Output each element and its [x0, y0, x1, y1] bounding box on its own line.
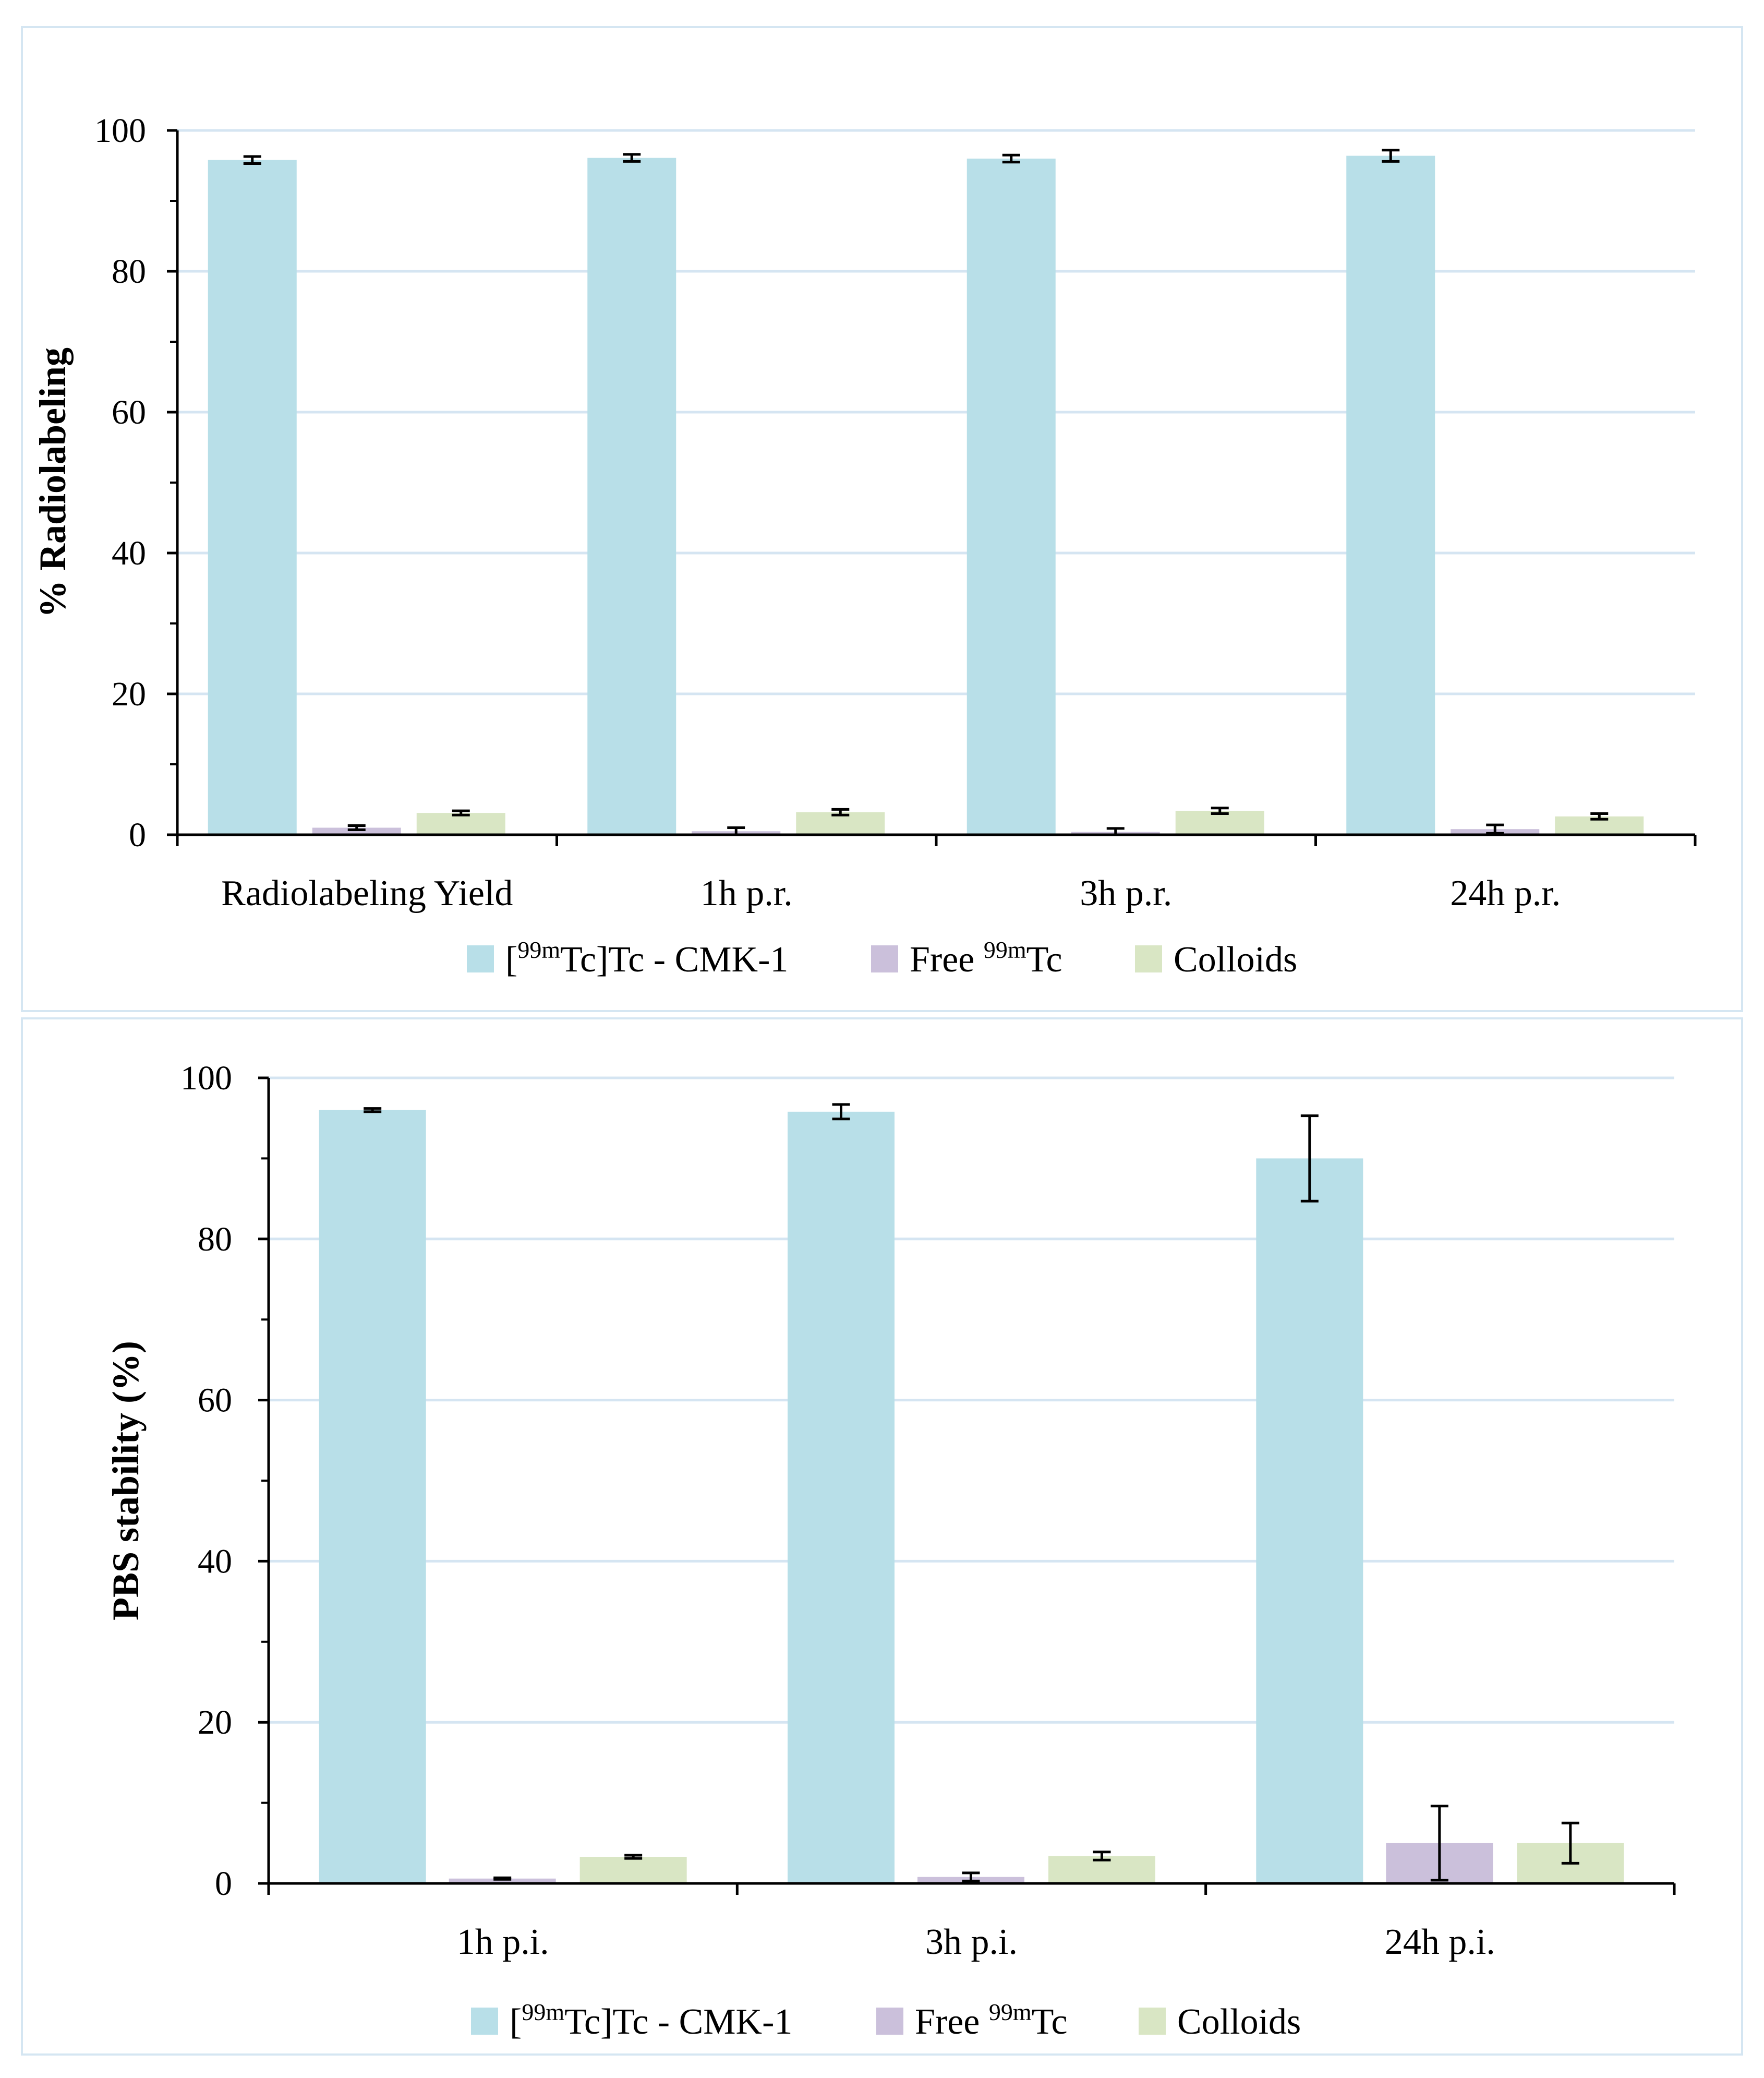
y-tick-label: 40 [198, 1542, 232, 1580]
legend-label: Colloids [1174, 940, 1297, 980]
bar [579, 1857, 687, 1883]
y-axis-title: % Radiolabeling [32, 347, 74, 618]
y-tick-label: 60 [112, 393, 146, 431]
legend-swatch [871, 945, 898, 972]
y-tick-label: 20 [198, 1703, 232, 1741]
x-category-label: 1h p.r. [700, 873, 793, 914]
legend-swatch [1135, 945, 1162, 972]
y-tick-label: 0 [215, 1865, 232, 1903]
legend-swatch [471, 2008, 498, 2035]
chart-1: 0 20 40 60 80 100 Radiolabeling Yield 1h p.r. 3h… [32, 112, 1697, 980]
legend-label: [99mTc]Tc - CMK-1 [510, 1999, 792, 2042]
bar [312, 827, 401, 835]
y-tick-label: 100 [180, 1059, 232, 1097]
chart-2: 0 20 40 60 80 100 1h p.i. 3h p.i. 24h p.i. PBS st… [105, 1059, 1676, 2042]
legend-label: Colloids [1177, 2002, 1301, 2042]
bar [416, 813, 505, 835]
y-axis-title: PBS stability (%) [105, 1341, 147, 1620]
y-tick-label: 0 [129, 816, 146, 854]
y-tick-label: 80 [198, 1220, 232, 1258]
bar [966, 159, 1056, 835]
bar [788, 1111, 895, 1883]
x-category-label: 24h p.i. [1385, 1922, 1495, 1962]
chart-panel-top [21, 26, 1743, 1012]
y-tick-label: 80 [112, 253, 146, 291]
x-category-label: 24h p.r. [1450, 873, 1561, 914]
bar [208, 160, 297, 835]
y-tick-label: 100 [94, 112, 146, 150]
bar [587, 158, 676, 835]
x-category-label: Radiolabeling Yield [221, 873, 513, 914]
legend-swatch [467, 945, 494, 972]
x-category-label: 3h p.r. [1080, 873, 1172, 914]
legend-label: Free 99mTc [915, 1999, 1068, 2042]
legend-label: [99mTc]Tc - CMK-1 [505, 936, 788, 980]
bar [1256, 1158, 1363, 1883]
legend-label: Free 99mTc [910, 936, 1062, 980]
bar [449, 1878, 556, 1883]
legend-swatch [876, 2008, 903, 2035]
bar [319, 1110, 426, 1883]
bar [1346, 155, 1435, 835]
x-category-label: 3h p.i. [925, 1922, 1018, 1962]
y-tick-label: 40 [112, 534, 146, 572]
x-category-label: 1h p.i. [457, 1922, 549, 1962]
y-tick-label: 20 [112, 675, 146, 713]
legend-swatch [1139, 2008, 1166, 2035]
y-tick-label: 60 [198, 1382, 232, 1420]
